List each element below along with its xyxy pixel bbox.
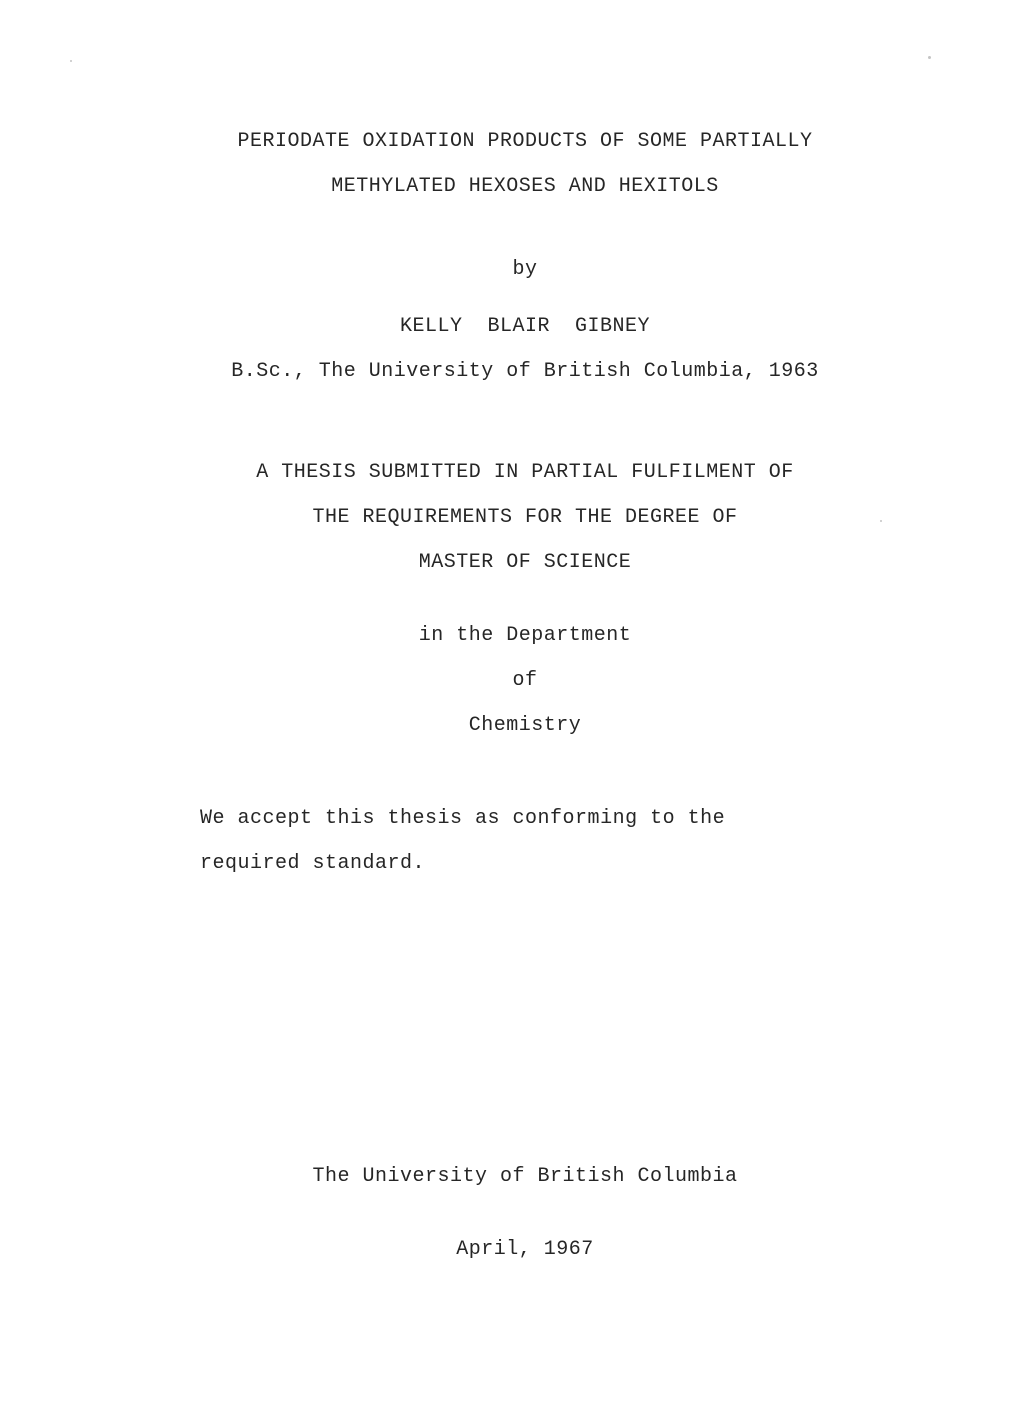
scan-speck <box>928 56 931 59</box>
thesis-statement-line-2: THE REQUIREMENTS FOR THE DEGREE OF <box>170 506 880 529</box>
byline: by <box>170 258 880 281</box>
scan-speck <box>880 520 882 522</box>
acceptance-block: We accept this thesis as conforming to t… <box>200 807 880 875</box>
department-line-1: in the Department <box>170 624 880 647</box>
thesis-statement-line-1: A THESIS SUBMITTED IN PARTIAL FULFILMENT… <box>170 461 880 484</box>
thesis-date: April, 1967 <box>170 1238 880 1261</box>
title-line-1: PERIODATE OXIDATION PRODUCTS OF SOME PAR… <box>170 130 880 153</box>
thesis-statement-line-3: MASTER OF SCIENCE <box>170 551 880 574</box>
author-name: KELLY BLAIR GIBNEY <box>170 315 880 338</box>
department-line-3: Chemistry <box>170 714 880 737</box>
title-line-2: METHYLATED HEXOSES AND HEXITOLS <box>170 175 880 198</box>
department-line-2: of <box>170 669 880 692</box>
scan-speck <box>70 60 72 62</box>
university-name: The University of British Columbia <box>170 1165 880 1188</box>
previous-degree: B.Sc., The University of British Columbi… <box>170 360 880 383</box>
acceptance-line-1: We accept this thesis as conforming to t… <box>200 807 880 830</box>
thesis-title-page: PERIODATE OXIDATION PRODUCTS OF SOME PAR… <box>0 0 1020 1412</box>
acceptance-line-2: required standard. <box>200 852 880 875</box>
